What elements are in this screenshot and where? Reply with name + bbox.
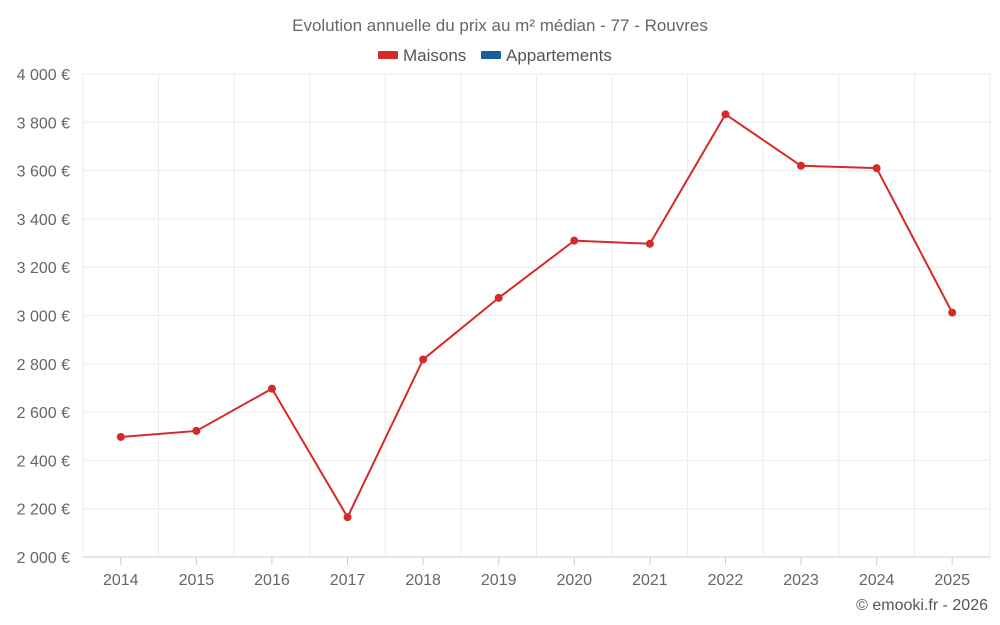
y-tick-label: 2 400 € bbox=[17, 453, 70, 470]
x-tick-label: 2018 bbox=[405, 572, 441, 589]
x-tick-label: 2019 bbox=[481, 572, 517, 589]
x-tick-label: 2014 bbox=[103, 572, 139, 589]
legend-item-maisons[interactable]: Maisons bbox=[378, 46, 466, 65]
y-tick-label: 2 200 € bbox=[17, 502, 70, 519]
data-point[interactable] bbox=[872, 164, 881, 173]
x-tick-label: 2017 bbox=[330, 572, 366, 589]
data-point[interactable] bbox=[267, 384, 276, 393]
x-tick-label: 2022 bbox=[708, 572, 744, 589]
data-point[interactable] bbox=[948, 308, 957, 317]
data-point[interactable] bbox=[116, 432, 125, 441]
data-point[interactable] bbox=[343, 513, 352, 522]
series-line bbox=[120, 113, 954, 519]
data-point[interactable] bbox=[419, 355, 428, 364]
y-tick-label: 3 600 € bbox=[17, 164, 70, 181]
data-point[interactable] bbox=[192, 426, 201, 435]
y-tick-label: 3 800 € bbox=[17, 115, 70, 132]
legend-label-appartements: Appartements bbox=[506, 46, 612, 65]
data-point[interactable] bbox=[721, 110, 730, 119]
legend-label-maisons: Maisons bbox=[403, 46, 466, 65]
chart-title: Evolution annuelle du prix au m² médian … bbox=[292, 16, 708, 35]
data-point[interactable] bbox=[494, 293, 503, 302]
y-axis-labels: 2 000 € 2 200 € 2 400 € 2 600 € 2 800 € 3 000… bbox=[17, 67, 70, 567]
y-tick-label: 3 000 € bbox=[17, 309, 70, 326]
y-tick-label: 4 000 € bbox=[17, 67, 70, 84]
data-point[interactable] bbox=[570, 236, 579, 245]
y-tick-label: 2 600 € bbox=[17, 405, 70, 422]
data-point[interactable] bbox=[797, 161, 806, 170]
series-maisons bbox=[116, 110, 957, 522]
y-tick-label: 3 200 € bbox=[17, 260, 70, 277]
data-point[interactable] bbox=[645, 239, 654, 248]
legend-item-appartements[interactable]: Appartements bbox=[481, 46, 612, 65]
x-tick-label: 2021 bbox=[632, 572, 668, 589]
x-tick-label: 2023 bbox=[783, 572, 819, 589]
credit-text: © emooki.fr - 2026 bbox=[856, 597, 988, 614]
legend: Maisons Appartements bbox=[378, 46, 612, 65]
y-tick-label: 3 400 € bbox=[17, 212, 70, 229]
y-tick-label: 2 000 € bbox=[17, 550, 70, 567]
grid bbox=[82, 73, 991, 565]
y-tick-label: 2 800 € bbox=[17, 357, 70, 374]
legend-swatch-appartements bbox=[481, 51, 501, 59]
x-tick-label: 2015 bbox=[179, 572, 215, 589]
x-tick-label: 2025 bbox=[934, 572, 970, 589]
x-tick-label: 2016 bbox=[254, 572, 290, 589]
legend-swatch-maisons bbox=[378, 51, 398, 59]
x-axis-labels: 2014 2015 2016 2017 2018 2019 2020 2021 2022 2023… bbox=[103, 572, 970, 589]
x-tick-label: 2020 bbox=[556, 572, 592, 589]
x-tick-label: 2024 bbox=[859, 572, 895, 589]
